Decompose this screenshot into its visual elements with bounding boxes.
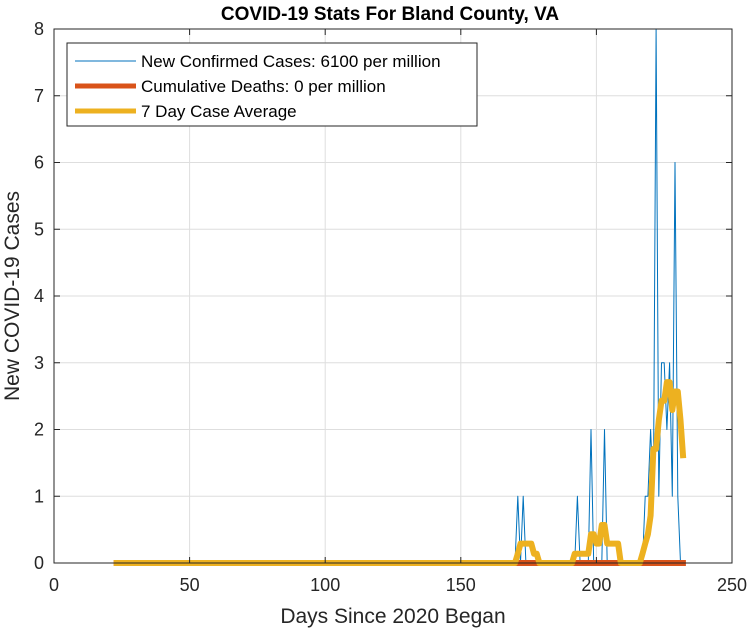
y-axis-label: New COVID-19 Cases <box>1 191 24 401</box>
x-tick-label: 150 <box>446 575 476 595</box>
x-axis-label: Days Since 2020 Began <box>280 605 505 628</box>
y-tick-label: 3 <box>34 353 44 373</box>
legend: New Confirmed Cases: 6100 per million Cu… <box>66 42 478 127</box>
x-tick-label: 100 <box>310 575 340 595</box>
x-tick-label: 200 <box>581 575 611 595</box>
y-tick-label: 5 <box>34 219 44 239</box>
y-tick-label: 0 <box>34 553 44 573</box>
legend-label-7day-avg: 7 Day Case Average <box>141 102 297 121</box>
y-tick-label: 6 <box>34 153 44 173</box>
chart-title: COVID-19 Stats For Bland County, VA <box>221 4 559 25</box>
x-tick-label: 250 <box>717 575 747 595</box>
series-7day-average-line <box>113 379 687 566</box>
legend-label-deaths: Cumulative Deaths: 0 per million <box>141 77 386 96</box>
axis-ticks: 0 50 100 150 200 250 0 1 2 3 4 5 6 7 8 <box>34 19 747 595</box>
y-tick-label: 7 <box>34 86 44 106</box>
y-tick-label: 8 <box>34 19 44 39</box>
legend-label-new-cases: New Confirmed Cases: 6100 per million <box>141 52 441 71</box>
y-tick-label: 1 <box>34 486 44 506</box>
x-tick-label: 50 <box>180 575 200 595</box>
x-tick-label: 0 <box>49 575 59 595</box>
y-tick-label: 2 <box>34 420 44 440</box>
y-tick-label: 4 <box>34 286 44 306</box>
